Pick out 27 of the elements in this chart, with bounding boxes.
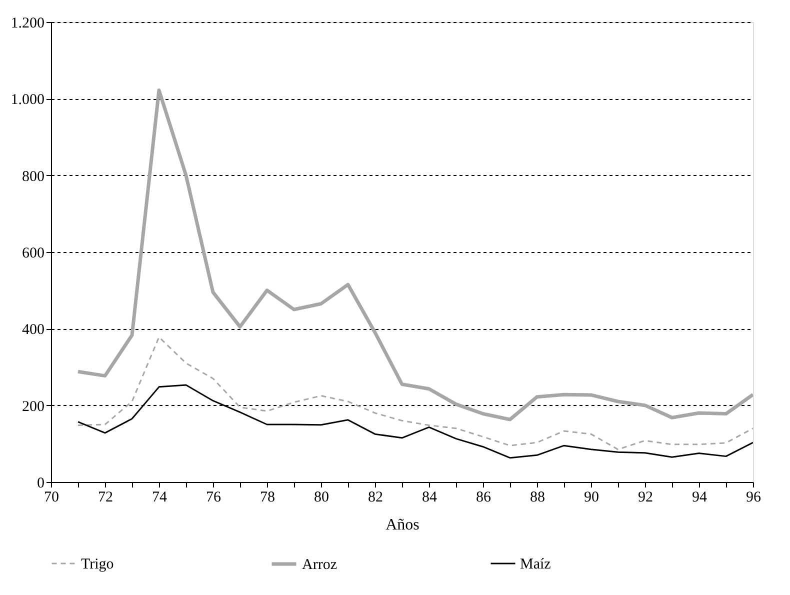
x-tick-label: 78 <box>260 490 275 506</box>
legend-label: Arroz <box>302 557 338 573</box>
y-tick-label: 1.200 <box>10 16 44 32</box>
line-series <box>76 88 753 422</box>
x-tick-label: 72 <box>98 490 113 506</box>
x-tick-label: 70 <box>44 490 59 506</box>
x-tick-label: 90 <box>584 490 599 506</box>
y-tick-label: 0 <box>37 476 44 492</box>
legend-label: Trigo <box>81 556 114 572</box>
y-tick-label: 800 <box>22 168 44 185</box>
x-tick-label: 82 <box>368 490 383 506</box>
y-tick-label: 200 <box>22 398 44 415</box>
x-tick-label: 94 <box>692 490 708 506</box>
x-tick-label: 76 <box>206 490 222 506</box>
x-tick-label: 74 <box>152 490 168 506</box>
x-tick-label: 92 <box>638 490 653 506</box>
y-tick-label: 600 <box>22 246 44 262</box>
x-axis-title: Años <box>386 516 420 534</box>
x-tick-label: 80 <box>314 490 329 506</box>
legend-label: Maíz <box>520 556 552 572</box>
x-tick-label: 86 <box>476 490 492 506</box>
y-tick-label: 400 <box>22 322 44 338</box>
x-tick-label: 84 <box>422 490 438 506</box>
y-tick-label: 1.000 <box>10 92 44 108</box>
x-tick-label: 96 <box>746 490 762 506</box>
line-series <box>77 336 753 450</box>
x-tick-label: 88 <box>530 490 545 506</box>
